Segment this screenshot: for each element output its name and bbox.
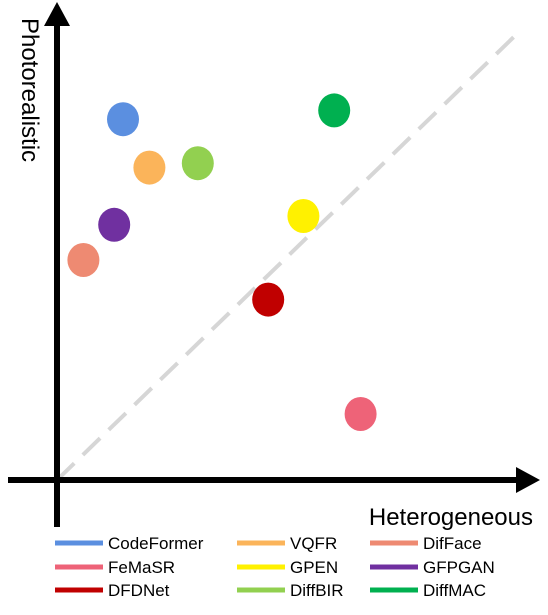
diagonal-reference-line [55, 27, 524, 482]
legend-item-diffmac: DiffMAC [370, 581, 486, 600]
point-diffmac [318, 93, 351, 128]
legend: CodeFormer VQFR DifFace FeMaSR GPEN GFPGAN DFD… [55, 534, 495, 600]
legend-label-gpen: GPEN [290, 558, 338, 577]
point-vqfr [133, 150, 166, 185]
legend-item-gfpgan: GFPGAN [370, 558, 495, 577]
y-axis-label: Photorealistic [16, 18, 43, 162]
plot-area [8, 2, 540, 527]
legend-label-dfdnet: DFDNet [108, 581, 170, 600]
legend-label-diffmac: DiffMAC [423, 581, 486, 600]
legend-item-femasr: FeMaSR [55, 558, 175, 577]
legend-item-diffbir: DiffBIR [237, 581, 344, 600]
legend-item-gpen: GPEN [237, 558, 338, 577]
legend-label-femasr: FeMaSR [108, 558, 175, 577]
point-codeformer [107, 102, 139, 137]
data-points [67, 93, 377, 431]
point-difface [67, 243, 100, 277]
point-femasr [344, 397, 377, 431]
legend-item-difface: DifFace [370, 534, 482, 553]
legend-item-dfdnet: DFDNet [55, 581, 170, 600]
point-dfdnet [252, 282, 285, 317]
axes [8, 2, 540, 527]
legend-item-vqfr: VQFR [237, 534, 337, 553]
y-axis-arrow [44, 2, 70, 26]
x-axis-arrow [516, 467, 540, 493]
x-axis-label: Heterogeneous [369, 504, 533, 531]
legend-label-gfpgan: GFPGAN [423, 558, 495, 577]
point-diffbir [181, 146, 214, 181]
legend-label-vqfr: VQFR [290, 534, 337, 553]
legend-label-diffbir: DiffBIR [290, 581, 344, 600]
point-gpen [287, 199, 320, 233]
legend-item-codeformer: CodeFormer [55, 534, 204, 553]
point-gfpgan [98, 207, 131, 242]
legend-label-difface: DifFace [423, 534, 482, 553]
legend-label-codeformer: CodeFormer [108, 534, 204, 553]
